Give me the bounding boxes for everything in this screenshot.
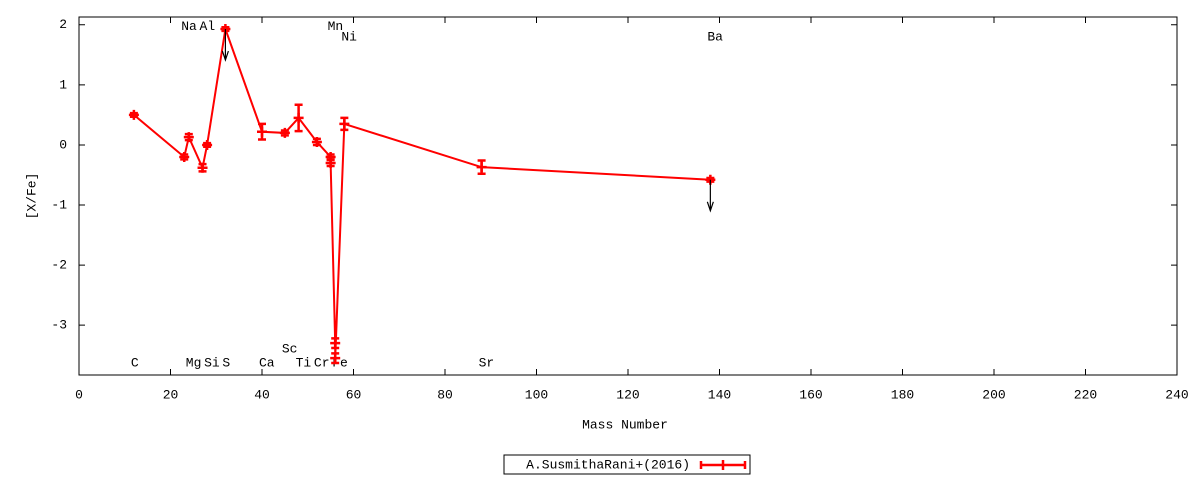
upper-limit-arrow: [706, 179, 714, 213]
point: [293, 112, 304, 123]
point: [197, 162, 208, 173]
element-label: Ni: [341, 29, 357, 44]
series-line: [133, 28, 711, 359]
legend-box: [503, 454, 751, 475]
legend-label: A.SusmithaRani+(2016): [526, 457, 690, 472]
element-label: Cr: [314, 355, 330, 370]
point: [339, 118, 350, 129]
x-tick-label: 180: [891, 387, 914, 402]
x-tick-label: 40: [254, 387, 270, 402]
point: [330, 338, 341, 349]
element-label: Ca: [259, 355, 275, 370]
y-axis-label: [X/Fe]: [24, 173, 39, 220]
element-label: Ti: [296, 355, 312, 370]
y-tick-label: -1: [51, 197, 67, 212]
point: [179, 151, 190, 162]
point: [279, 127, 290, 138]
x-tick-label: 120: [616, 387, 639, 402]
y-tick-label: 2: [59, 17, 67, 32]
x-tick-label: 0: [75, 387, 83, 402]
element-label: S: [222, 355, 230, 370]
x-tick-label: 200: [982, 387, 1005, 402]
point: [311, 136, 322, 147]
x-tick-label: 20: [163, 387, 179, 402]
x-tick-label: 100: [525, 387, 548, 402]
point: [202, 139, 213, 150]
y-tick-label: 1: [59, 77, 67, 92]
x-tick-label: 60: [346, 387, 362, 402]
y-tick-label: 0: [59, 137, 67, 152]
element-label: Mg: [186, 355, 202, 370]
point: [183, 132, 194, 143]
element-label: C: [131, 355, 139, 370]
element-label: Na: [181, 19, 197, 34]
point: [128, 109, 139, 120]
point: [476, 162, 487, 173]
element-label: Ba: [707, 29, 723, 44]
x-axis-label: Mass Number: [582, 417, 668, 432]
x-tick-label: 80: [437, 387, 453, 402]
y-tick-label: -2: [51, 258, 67, 273]
plot-frame: [78, 16, 1178, 376]
element-label: Sc: [282, 342, 298, 357]
y-tick-label: -3: [51, 318, 67, 333]
element-label: Si: [204, 355, 220, 370]
point: [325, 157, 336, 168]
point: [330, 353, 341, 364]
element-label: Mn: [328, 19, 344, 34]
x-tick-label: 140: [708, 387, 731, 402]
element-label: Sr: [479, 355, 495, 370]
upper-limit-arrow: [221, 29, 229, 62]
point: [257, 126, 267, 137]
element-label: Al: [200, 19, 216, 34]
x-tick-label: 240: [1165, 387, 1188, 402]
legend-swatch: [699, 460, 747, 470]
x-tick-label: 220: [1074, 387, 1097, 402]
x-tick-label: 160: [799, 387, 822, 402]
